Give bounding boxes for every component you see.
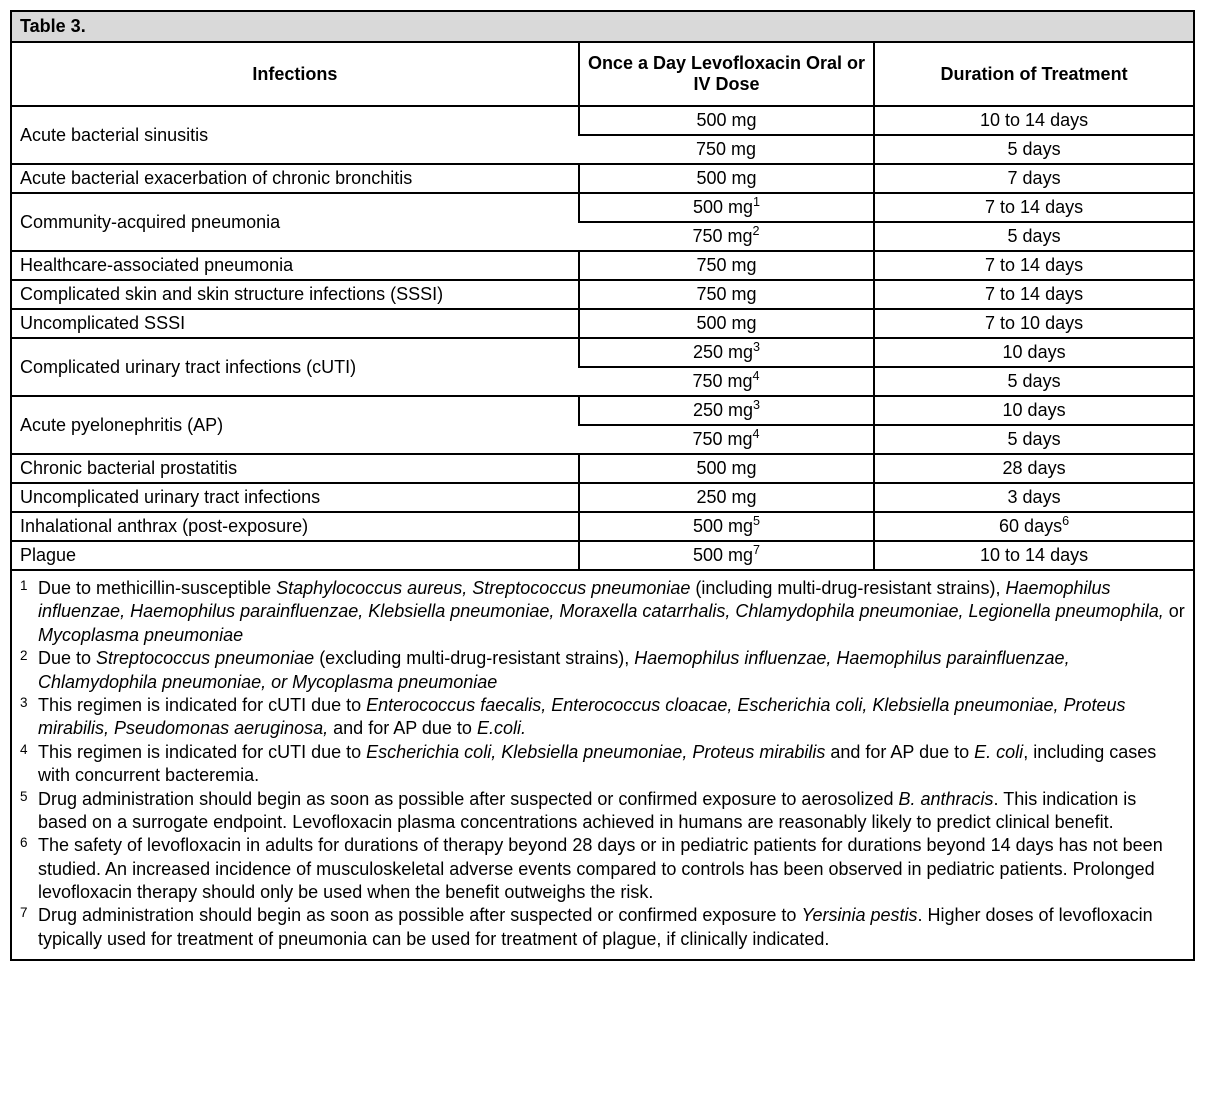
table-row: Chronic bacterial prostatitis500 mg28 da… [12,454,1193,483]
footnote: 6The safety of levofloxacin in adults fo… [20,834,1185,904]
dose-cell: 750 mg4 [579,425,874,454]
table-row: Acute pyelonephritis (AP)250 mg310 days [12,396,1193,425]
header-dose: Once a Day Levofloxacin Oral or IV Dose [579,43,874,106]
footnote-number: 2 [20,647,38,694]
dose-cell: 250 mg3 [579,338,874,367]
footnote: 7Drug administration should begin as soo… [20,904,1185,951]
dose-cell: 250 mg [579,483,874,512]
footnote: 2Due to Streptococcus pneumoniae (exclud… [20,647,1185,694]
table-row: Community-acquired pneumonia500 mg17 to … [12,193,1193,222]
table-row: Complicated urinary tract infections (cU… [12,338,1193,367]
duration-cell: 10 days [874,338,1193,367]
duration-cell: 7 to 14 days [874,193,1193,222]
header-row: Infections Once a Day Levofloxacin Oral … [12,43,1193,106]
dosing-table: Infections Once a Day Levofloxacin Oral … [12,43,1193,571]
infection-cell: Chronic bacterial prostatitis [12,454,579,483]
duration-cell: 10 to 14 days [874,541,1193,570]
dose-cell: 500 mg [579,454,874,483]
header-infections: Infections [12,43,579,106]
footnote: 5Drug administration should begin as soo… [20,788,1185,835]
footnote-number: 4 [20,741,38,788]
footnote-text: This regimen is indicated for cUTI due t… [38,741,1185,788]
infection-cell: Uncomplicated SSSI [12,309,579,338]
infection-cell: Acute bacterial sinusitis [12,106,579,164]
dose-cell: 750 mg4 [579,367,874,396]
duration-cell: 5 days [874,367,1193,396]
table-row: Uncomplicated urinary tract infections25… [12,483,1193,512]
footnote-number: 1 [20,577,38,647]
duration-cell: 60 days6 [874,512,1193,541]
dose-cell: 500 mg [579,309,874,338]
footnote-number: 7 [20,904,38,951]
table-row: Plague500 mg710 to 14 days [12,541,1193,570]
duration-cell: 5 days [874,222,1193,251]
footnote-text: The safety of levofloxacin in adults for… [38,834,1185,904]
infection-cell: Complicated urinary tract infections (cU… [12,338,579,396]
table-3: Table 3. Infections Once a Day Levofloxa… [10,10,1195,961]
table-row: Acute bacterial exacerbation of chronic … [12,164,1193,193]
dose-cell: 750 mg [579,280,874,309]
footnote-number: 5 [20,788,38,835]
duration-cell: 28 days [874,454,1193,483]
footnote-text: This regimen is indicated for cUTI due t… [38,694,1185,741]
infection-cell: Inhalational anthrax (post-exposure) [12,512,579,541]
footnote: 1Due to methicillin-susceptible Staphylo… [20,577,1185,647]
duration-cell: 7 to 10 days [874,309,1193,338]
infection-cell: Acute bacterial exacerbation of chronic … [12,164,579,193]
table-row: Uncomplicated SSSI500 mg7 to 10 days [12,309,1193,338]
infection-cell: Community-acquired pneumonia [12,193,579,251]
footnotes: 1Due to methicillin-susceptible Staphylo… [12,571,1193,959]
infection-cell: Complicated skin and skin structure infe… [12,280,579,309]
dose-cell: 500 mg7 [579,541,874,570]
duration-cell: 5 days [874,135,1193,164]
dose-cell: 750 mg2 [579,222,874,251]
dose-cell: 500 mg [579,164,874,193]
dose-cell: 250 mg3 [579,396,874,425]
infection-cell: Acute pyelonephritis (AP) [12,396,579,454]
table-row: Inhalational anthrax (post-exposure)500 … [12,512,1193,541]
duration-cell: 7 to 14 days [874,251,1193,280]
dose-cell: 750 mg [579,135,874,164]
duration-cell: 7 to 14 days [874,280,1193,309]
table-row: Acute bacterial sinusitis500 mg10 to 14 … [12,106,1193,135]
infection-cell: Plague [12,541,579,570]
footnote: 4This regimen is indicated for cUTI due … [20,741,1185,788]
duration-cell: 5 days [874,425,1193,454]
table-row: Complicated skin and skin structure infe… [12,280,1193,309]
footnote-number: 3 [20,694,38,741]
duration-cell: 3 days [874,483,1193,512]
duration-cell: 10 days [874,396,1193,425]
infection-cell: Healthcare-associated pneumonia [12,251,579,280]
footnote-text: Due to Streptococcus pneumoniae (excludi… [38,647,1185,694]
table-row: Healthcare-associated pneumonia750 mg7 t… [12,251,1193,280]
table-title: Table 3. [12,12,1193,43]
duration-cell: 7 days [874,164,1193,193]
dose-cell: 500 mg5 [579,512,874,541]
dose-cell: 750 mg [579,251,874,280]
footnote-number: 6 [20,834,38,904]
duration-cell: 10 to 14 days [874,106,1193,135]
infection-cell: Uncomplicated urinary tract infections [12,483,579,512]
header-duration: Duration of Treatment [874,43,1193,106]
footnote-text: Due to methicillin-susceptible Staphyloc… [38,577,1185,647]
dose-cell: 500 mg [579,106,874,135]
footnote-text: Drug administration should begin as soon… [38,788,1185,835]
footnote: 3This regimen is indicated for cUTI due … [20,694,1185,741]
dose-cell: 500 mg1 [579,193,874,222]
footnote-text: Drug administration should begin as soon… [38,904,1185,951]
